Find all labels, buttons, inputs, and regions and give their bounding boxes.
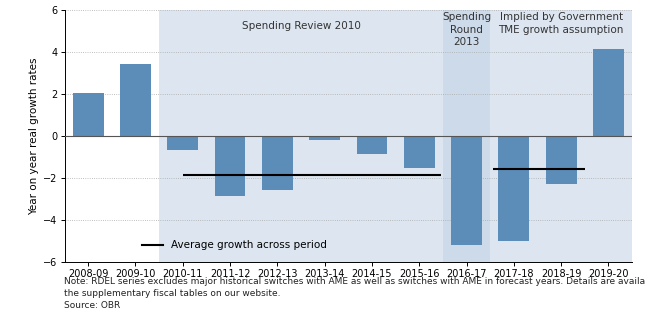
Bar [404, 136, 435, 168]
Text: Implied by Government
TME growth assumption: Implied by Government TME growth assumpt… [499, 12, 624, 35]
Bar [159, 10, 443, 262]
Bar [443, 10, 490, 262]
Bar [73, 93, 103, 136]
Bar [215, 136, 245, 196]
Text: Spending
Round
2013: Spending Round 2013 [442, 12, 491, 47]
Bar [593, 49, 624, 136]
Bar [546, 136, 577, 184]
Text: Spending Review 2010: Spending Review 2010 [242, 20, 361, 31]
Bar [168, 136, 198, 150]
Bar [120, 64, 151, 136]
Bar [262, 136, 293, 190]
Bar [451, 136, 482, 245]
Bar [499, 136, 529, 241]
Text: Note: RDEL series excludes major historical switches with AME as well as switche: Note: RDEL series excludes major histori… [64, 277, 645, 310]
Legend: Average growth across period: Average growth across period [138, 236, 331, 254]
Bar [310, 136, 340, 140]
Bar [357, 136, 387, 154]
Bar [490, 10, 632, 262]
Y-axis label: Year on year real growth rates: Year on year real growth rates [29, 57, 39, 215]
